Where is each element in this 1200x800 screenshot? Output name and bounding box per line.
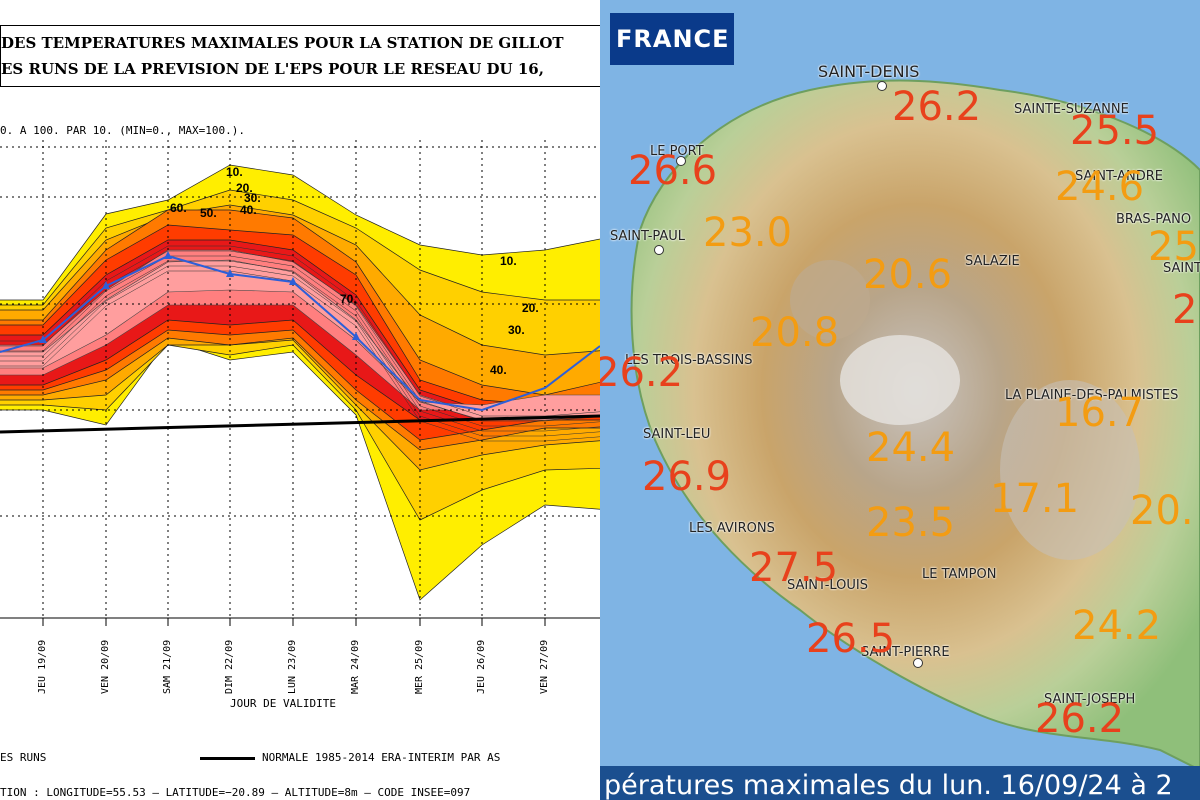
- place-label-5: SAINT-PAUL: [610, 229, 686, 244]
- place-label-1: SAINTE-SUZANNE: [1014, 102, 1129, 117]
- temperature-label-2: 26.6: [628, 148, 718, 194]
- contour-label-7: 10.: [500, 254, 517, 268]
- normal-1985-2014-line: [0, 414, 600, 434]
- x-tick-label-1: VEN 20/09: [100, 639, 111, 694]
- place-label-9: LA PLAINE-DES-PALMISTES: [1005, 388, 1179, 403]
- median-marker-2: [164, 251, 172, 259]
- contour-label-6: 70.: [340, 292, 357, 306]
- contour-label-9: 30.: [508, 323, 525, 337]
- x-tick-label-4: LUN 23/09: [287, 639, 298, 694]
- temperature-label-11: 24.4: [866, 425, 956, 471]
- contour-line-3: [0, 260, 600, 432]
- france-badge: FRANCE: [610, 13, 734, 65]
- place-label-13: LE TAMPON: [922, 567, 997, 582]
- temperature-label-14: 20.: [1130, 488, 1194, 534]
- place-label-6: SALAZIE: [965, 254, 1020, 269]
- x-tick-label-0: JEU 19/09: [37, 639, 48, 694]
- x-tick-label-5: MAR 24/09: [350, 639, 361, 694]
- place-label-7: SAINT: [1163, 261, 1200, 276]
- temperature-label-6: 20.6: [863, 252, 953, 298]
- median-marker-4: [289, 277, 297, 285]
- contour-label-3: 40.: [240, 203, 257, 217]
- island-relief: [630, 79, 1200, 772]
- chart-title-box: DES TEMPERATURES MAXIMALES POUR LA STATI…: [0, 25, 600, 87]
- temperature-label-1: 25.5: [1070, 108, 1160, 154]
- chart-title-line2: ES RUNS DE LA PREVISION DE L'EPS POUR LE…: [1, 60, 544, 78]
- legend-runs: ES RUNS: [0, 751, 47, 764]
- contour-label-1: 20.: [236, 181, 253, 195]
- contour-label-8: 20.: [522, 301, 539, 315]
- temperature-label-7: 2: [1172, 287, 1198, 333]
- place-label-0: SAINT-DENIS: [818, 62, 920, 81]
- temperature-label-17: 24.2: [1072, 603, 1162, 649]
- reunion-temperature-map: FRANCE SAINT-DENIS SAINTE-SUZANNE LE PORT S…: [600, 0, 1200, 800]
- temperature-label-12: 26.9: [642, 454, 732, 500]
- chart-title-line1: DES TEMPERATURES MAXIMALES POUR LA STATI…: [1, 34, 564, 52]
- place-label-2: LE PORT: [650, 144, 704, 159]
- eps-plume-chart: 10.20.30.40.50.60.70.10.20.30.40.: [0, 140, 600, 626]
- temperature-label-9: 26.2: [600, 350, 684, 396]
- temperature-label-18: 26.5: [806, 616, 896, 662]
- temperature-label-10: 16.7: [1055, 390, 1145, 436]
- place-label-11: LES AVIRONS: [689, 521, 775, 536]
- legend-normal: NORMALE 1985-2014 ERA-INTERIM PAR AS: [262, 751, 501, 764]
- place-label-15: SAINT-JOSEPH: [1044, 692, 1136, 707]
- temperature-label-13: 17.1: [990, 476, 1080, 522]
- x-tick-label-3: DIM 22/09: [224, 639, 235, 694]
- temperature-label-4: 25: [1148, 224, 1199, 270]
- place-label-12: SAINT-LOUIS: [787, 578, 868, 593]
- contour-label-10: 40.: [490, 363, 507, 377]
- contour-label-5: 60.: [170, 201, 187, 215]
- place-marker-2: [676, 156, 686, 166]
- temperature-label-8: 20.8: [750, 310, 840, 356]
- contour-label-4: 50.: [200, 206, 217, 220]
- x-tick-label-8: VEN 27/09: [539, 639, 550, 694]
- temperature-label-19: 26.2: [1035, 696, 1125, 742]
- median-marker-1: [102, 281, 110, 289]
- median-marker-5: [352, 332, 360, 340]
- place-marker-5: [654, 245, 664, 255]
- temperature-label-0: 26.2: [892, 84, 982, 130]
- place-label-8: LES TROIS-BASSINS: [625, 353, 753, 368]
- contour-line-4: [0, 265, 600, 437]
- place-label-4: BRAS-PANO: [1116, 212, 1192, 227]
- eps-chart-panel: DES TEMPERATURES MAXIMALES POUR LA STATI…: [0, 25, 600, 799]
- contour-label-2: 30.: [244, 191, 261, 205]
- map-caption-banner: pératures maximales du lun. 16/09/24 à 2: [600, 766, 1200, 800]
- x-tick-label-2: SAM 21/09: [162, 639, 173, 694]
- contour-scale-note: 0. A 100. PAR 10. (MIN=0., MAX=100.).: [0, 124, 246, 137]
- median-marker-3: [226, 269, 234, 277]
- place-label-10: SAINT-LEU: [643, 427, 711, 442]
- temperature-label-3: 24.6: [1055, 164, 1145, 210]
- place-marker-14: [913, 658, 923, 668]
- median-marker-0: [39, 335, 47, 343]
- probability-core-1: [0, 259, 600, 421]
- place-label-3: SAINT-ANDRE: [1075, 169, 1163, 184]
- place-marker-0: [877, 81, 887, 91]
- legend-normal-line: [200, 757, 255, 760]
- temperature-label-15: 23.5: [866, 500, 956, 546]
- x-tick-label-6: MER 25/09: [414, 639, 425, 694]
- temperature-label-16: 27.5: [749, 545, 839, 591]
- contour-label-0: 10.: [226, 165, 243, 179]
- station-info: TION : LONGITUDE=55.53 — LATITUDE=−20.89…: [0, 786, 471, 799]
- place-label-14: SAINT-PIERRE: [861, 645, 950, 660]
- temperature-label-5: 23.0: [703, 210, 793, 256]
- x-axis-title: JOUR DE VALIDITE: [230, 697, 336, 710]
- x-tick-label-7: JEU 26/09: [476, 639, 487, 694]
